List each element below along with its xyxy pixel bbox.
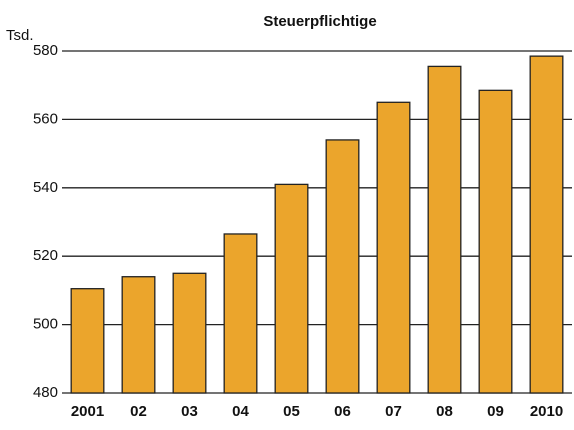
chart-title: Steuerpflichtige [263,13,376,30]
x-tick-label: 05 [283,403,300,420]
x-tick-label: 07 [385,403,402,420]
y-tick-label: 580 [33,42,58,59]
bar [274,183,309,394]
y-axis-label: Tsd. [6,27,34,44]
bar [376,101,411,394]
x-tick-label: 09 [487,403,504,420]
x-tick-label: 08 [436,403,453,420]
bar [70,288,105,394]
x-tick-label: 04 [232,403,249,420]
x-tick-label: 03 [181,403,198,420]
bar [529,55,564,394]
y-tick-label: 480 [33,384,58,401]
x-tick-label: 02 [130,403,147,420]
bar [427,65,462,394]
bar [172,272,207,394]
y-tick-label: 520 [33,247,58,264]
bar [325,139,360,394]
x-tick-label: 06 [334,403,351,420]
y-tick-label: 540 [33,179,58,196]
y-tick-label: 500 [33,316,58,333]
bar [478,89,513,394]
x-tick-label: 2001 [71,403,104,420]
x-tick-label: 2010 [530,403,563,420]
bar [121,276,156,394]
y-tick-label: 560 [33,110,58,127]
bar [223,233,258,394]
